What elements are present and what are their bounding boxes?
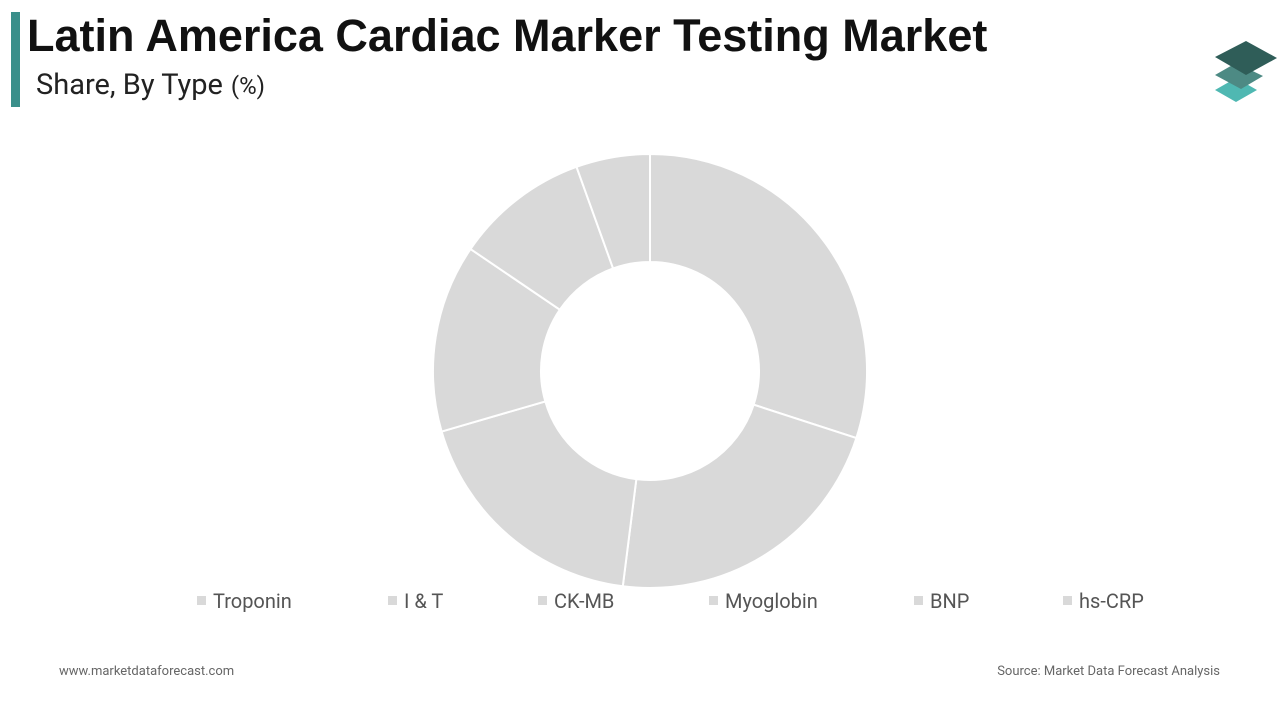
donut-slice bbox=[621, 403, 858, 589]
legend-label: Troponin bbox=[213, 589, 292, 613]
legend-swatch bbox=[388, 596, 397, 605]
subtitle-text: Share, By Type bbox=[36, 68, 223, 102]
donut-slice bbox=[440, 400, 638, 588]
legend-swatch bbox=[197, 596, 206, 605]
legend-label: Myoglobin bbox=[725, 589, 818, 613]
legend-swatch bbox=[709, 596, 718, 605]
logo bbox=[1215, 41, 1277, 102]
subtitle-unit: (%) bbox=[231, 72, 265, 100]
donut-slice bbox=[575, 152, 651, 270]
chart-title: Latin America Cardiac Marker Testing Mar… bbox=[27, 10, 987, 61]
legend-label: CK-MB bbox=[554, 589, 614, 613]
chart-subtitle: Share, By Type (%) bbox=[36, 68, 265, 102]
title-accent bbox=[11, 12, 20, 107]
legend-swatch bbox=[538, 596, 547, 605]
legend-swatch bbox=[914, 596, 923, 605]
footer-website: www.marketdataforecast.com bbox=[59, 664, 234, 679]
donut-slice bbox=[649, 152, 868, 440]
legend-swatch bbox=[1063, 596, 1072, 605]
legend-label: hs-CRP bbox=[1079, 589, 1144, 613]
legend-label: BNP bbox=[930, 589, 969, 613]
footer-source: Source: Market Data Forecast Analysis bbox=[997, 664, 1220, 679]
legend-label: I & T bbox=[404, 589, 443, 613]
